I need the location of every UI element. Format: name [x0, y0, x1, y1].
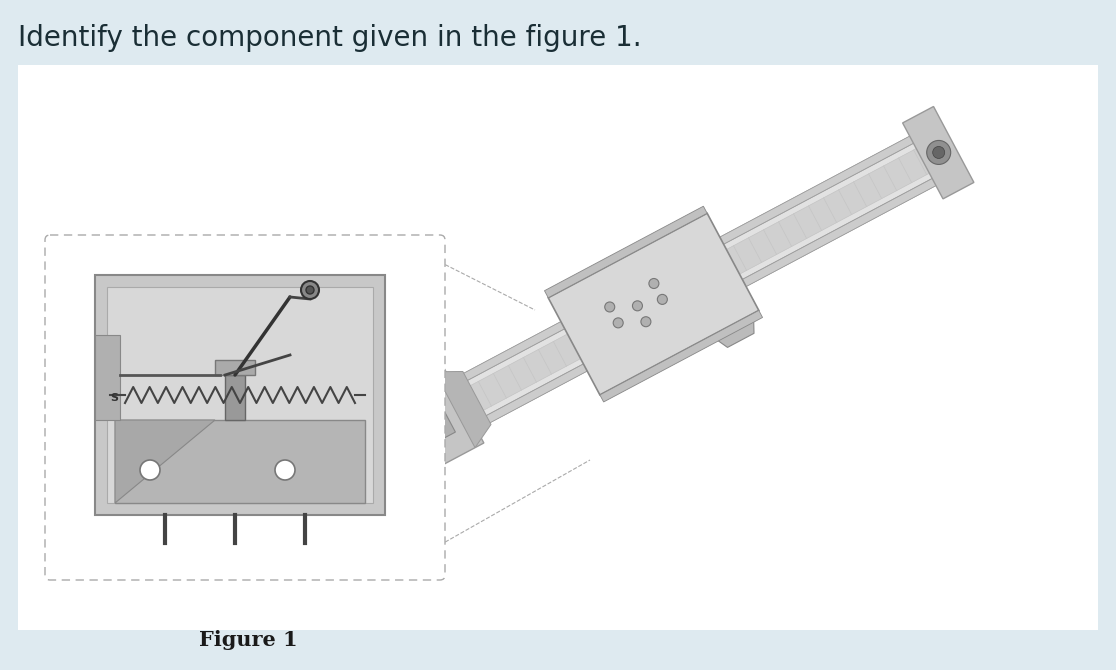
Circle shape	[933, 147, 945, 158]
Text: Identify the component given in the figure 1.: Identify the component given in the figu…	[18, 24, 642, 52]
Circle shape	[648, 279, 658, 289]
Polygon shape	[95, 335, 121, 420]
Polygon shape	[417, 141, 943, 438]
Polygon shape	[414, 136, 945, 444]
Polygon shape	[433, 172, 950, 451]
Polygon shape	[225, 375, 246, 420]
Polygon shape	[433, 172, 950, 451]
Polygon shape	[600, 310, 762, 402]
Polygon shape	[411, 129, 926, 409]
Polygon shape	[95, 275, 385, 515]
Polygon shape	[376, 422, 411, 463]
Circle shape	[275, 460, 295, 480]
FancyBboxPatch shape	[18, 65, 1098, 630]
Circle shape	[657, 294, 667, 304]
Polygon shape	[411, 129, 926, 409]
Polygon shape	[115, 420, 365, 503]
Text: S: S	[110, 393, 118, 403]
Polygon shape	[215, 360, 254, 375]
FancyBboxPatch shape	[45, 235, 445, 580]
Polygon shape	[400, 367, 484, 466]
Polygon shape	[347, 425, 408, 476]
Polygon shape	[903, 107, 974, 199]
Text: Figure 1: Figure 1	[199, 630, 297, 650]
Circle shape	[641, 317, 651, 327]
Polygon shape	[306, 449, 362, 500]
Circle shape	[633, 301, 643, 311]
Circle shape	[605, 302, 615, 312]
Circle shape	[140, 460, 160, 480]
Polygon shape	[700, 299, 754, 348]
Circle shape	[301, 281, 319, 299]
Circle shape	[926, 141, 951, 164]
Polygon shape	[545, 206, 708, 297]
Polygon shape	[434, 371, 491, 448]
Circle shape	[306, 286, 314, 294]
Polygon shape	[548, 213, 759, 395]
Polygon shape	[115, 420, 215, 503]
Polygon shape	[107, 287, 373, 503]
Circle shape	[613, 318, 623, 328]
Polygon shape	[411, 397, 455, 446]
